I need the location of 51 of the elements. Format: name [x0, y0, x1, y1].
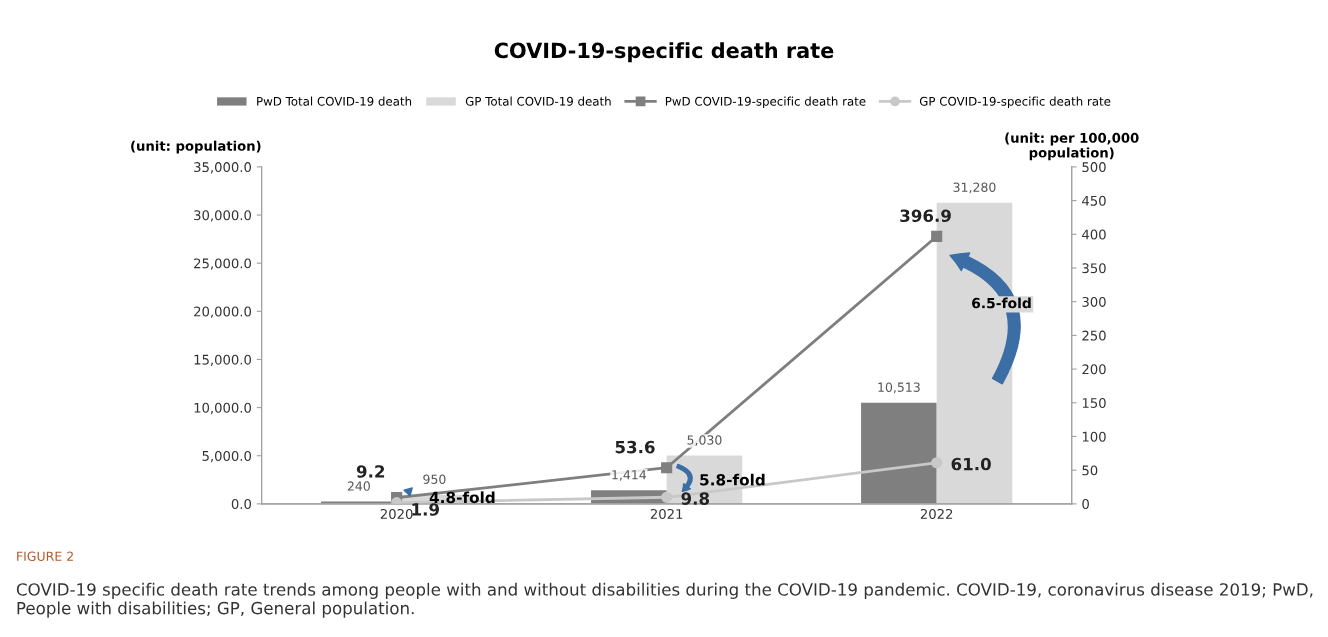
- y2-tick-label: 50: [1082, 465, 1098, 476]
- y-tick-label: 30,000.0: [194, 210, 252, 222]
- y-tick-label: 25,000.0: [194, 258, 252, 270]
- y2-axis-title: (unit: per 100,000 population): [1005, 132, 1139, 161]
- point: [661, 462, 673, 474]
- point: [931, 230, 943, 242]
- y-tick-label: 5,000.0: [202, 450, 252, 463]
- data-label: 240: [347, 481, 370, 491]
- data-label: 950: [423, 474, 446, 484]
- data-label: 396.9: [900, 209, 951, 223]
- data-label: 31,280: [953, 182, 996, 194]
- y2-tick-label: 200: [1082, 364, 1106, 375]
- legend-label: PwD COVID-19-specific death rate: [665, 96, 866, 109]
- data-label: 1.9: [412, 503, 439, 516]
- y2-tick-label: 150: [1082, 398, 1106, 408]
- y-tick-label: 10,000.0: [194, 402, 252, 415]
- legend-label: PwD Total COVID-19 death: [257, 96, 412, 106]
- y-tick-label: 0.0: [231, 499, 252, 510]
- y2-tick-label: 0: [1082, 499, 1089, 510]
- point: [661, 491, 673, 503]
- x-tick-label: 2022: [920, 508, 953, 519]
- legend-label: GP COVID-19-specific death rate: [919, 96, 1111, 109]
- data-label: 61.0: [951, 457, 991, 471]
- data-label: 5,030: [687, 435, 722, 446]
- x-tick-label: 2020: [380, 508, 413, 519]
- data-label: 9.2: [356, 465, 385, 478]
- y2-tick-label: 350: [1082, 263, 1106, 274]
- y2-tick-label: 450: [1082, 195, 1106, 206]
- annotation: 5.8-fold: [700, 473, 765, 486]
- y-tick-label: 20,000.0: [194, 306, 252, 318]
- y2-tick-label: 400: [1082, 229, 1106, 240]
- data-label: 1,414: [612, 470, 647, 481]
- y2-tick-label: 100: [1082, 431, 1106, 442]
- caption: FIGURE 2: [17, 551, 73, 561]
- text: COVID-19 specific death rate trends among people with and without disabilities during the COVID-19 pandemic. COVID-19, coronavirus disease 2019; PwD, People with disabilities; GP, General population.: [16, 582, 1313, 618]
- y2-tick-label: 250: [1082, 330, 1106, 341]
- annotation: 6.5-fold: [972, 297, 1031, 309]
- chart-title: COVID-19-specific death rate: [494, 42, 834, 63]
- x-tick-label: 2021: [650, 508, 683, 519]
- annotation: 4.8-fold: [429, 491, 495, 504]
- y2-tick-label: 300: [1082, 296, 1106, 307]
- legend-label: GP Total COVID-19 death: [465, 96, 611, 106]
- y2-tick-label: 500: [1082, 162, 1106, 173]
- bar: [861, 402, 937, 504]
- data-label: 53.6: [615, 440, 655, 454]
- y-axis-title: (unit: population): [131, 140, 261, 154]
- y-tick-label: 15,000.0: [194, 354, 252, 366]
- point: [931, 457, 943, 469]
- data-label: 10,513: [878, 382, 920, 394]
- y-tick-label: 35,000.0: [194, 162, 252, 174]
- data-label: 9.8: [681, 492, 710, 505]
